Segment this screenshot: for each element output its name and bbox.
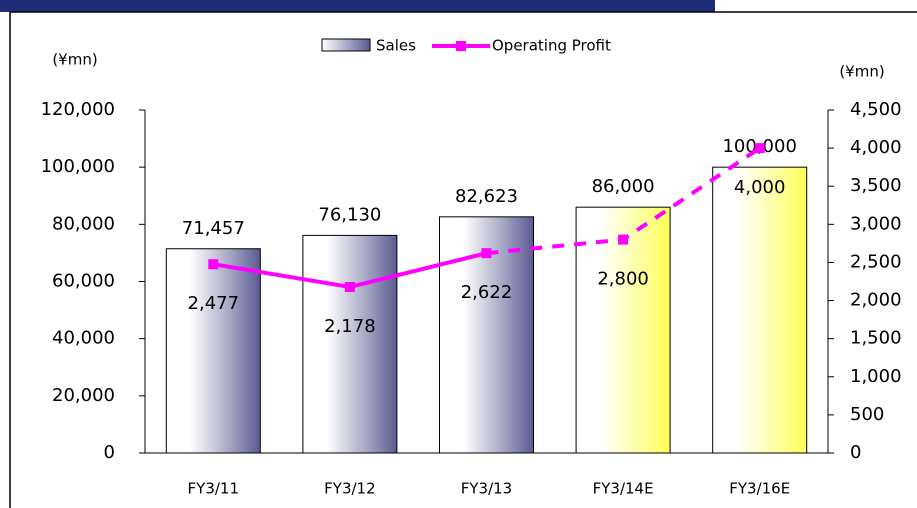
- point: [754, 143, 765, 154]
- line-value-label: 2,178: [324, 316, 376, 337]
- x-tick-label: FY3/11: [188, 480, 239, 498]
- y2-tick-label: 4,000: [850, 137, 902, 158]
- y2-tick-label: 1,000: [850, 366, 902, 387]
- y2-axis-label: (¥mn): [839, 63, 884, 81]
- bar: [302, 234, 398, 454]
- y-tick-label: 60,000: [52, 271, 115, 292]
- bar-value-label: 86,000: [592, 176, 655, 197]
- y-tick-label: 20,000: [52, 385, 115, 406]
- y2-tick-label: 500: [850, 404, 884, 425]
- y2-tick-label: 2,000: [850, 290, 902, 311]
- y-tick-label: 100,000: [41, 156, 115, 177]
- bar: [165, 248, 261, 454]
- x-tick-label: FY3/14E: [593, 480, 654, 498]
- y2-tick-label: 3,500: [850, 175, 902, 196]
- bar-value-label: 76,130: [318, 204, 381, 225]
- legend-swatch: [321, 38, 371, 52]
- y-tick-label: 80,000: [52, 213, 115, 234]
- bar-value-label: 71,457: [182, 218, 245, 239]
- line-value-label: 2,477: [188, 293, 240, 314]
- line-value-label: 4,000: [734, 177, 786, 198]
- legend-swatch: [456, 41, 466, 51]
- y2-tick-label: 4,500: [850, 99, 902, 120]
- legend-label: Sales: [376, 37, 416, 55]
- x-tick-label: FY3/12: [324, 480, 375, 498]
- y2-tick-label: 2,500: [850, 251, 902, 272]
- line-value-label: 2,800: [597, 269, 649, 290]
- y2-tick-label: 0: [850, 442, 861, 463]
- bar-value-label: 82,623: [455, 186, 518, 207]
- y2-tick-label: 3,000: [850, 213, 902, 234]
- y2-tick-label: 1,500: [850, 328, 902, 349]
- bar: [712, 166, 808, 454]
- y-tick-label: 120,000: [41, 99, 115, 120]
- y-axis-label: (¥mn): [52, 51, 97, 69]
- point: [618, 234, 629, 245]
- banner: [0, 0, 715, 12]
- point: [481, 248, 492, 259]
- y-tick-label: 0: [104, 442, 115, 463]
- y-tick-label: 40,000: [52, 328, 115, 349]
- point: [344, 281, 355, 292]
- x-tick-label: FY3/13: [461, 480, 512, 498]
- bar: [575, 206, 671, 454]
- line-value-label: 2,622: [461, 282, 513, 303]
- legend-label: Operating Profit: [492, 37, 611, 55]
- point: [208, 259, 219, 270]
- x-tick-label: FY3/16E: [729, 480, 790, 498]
